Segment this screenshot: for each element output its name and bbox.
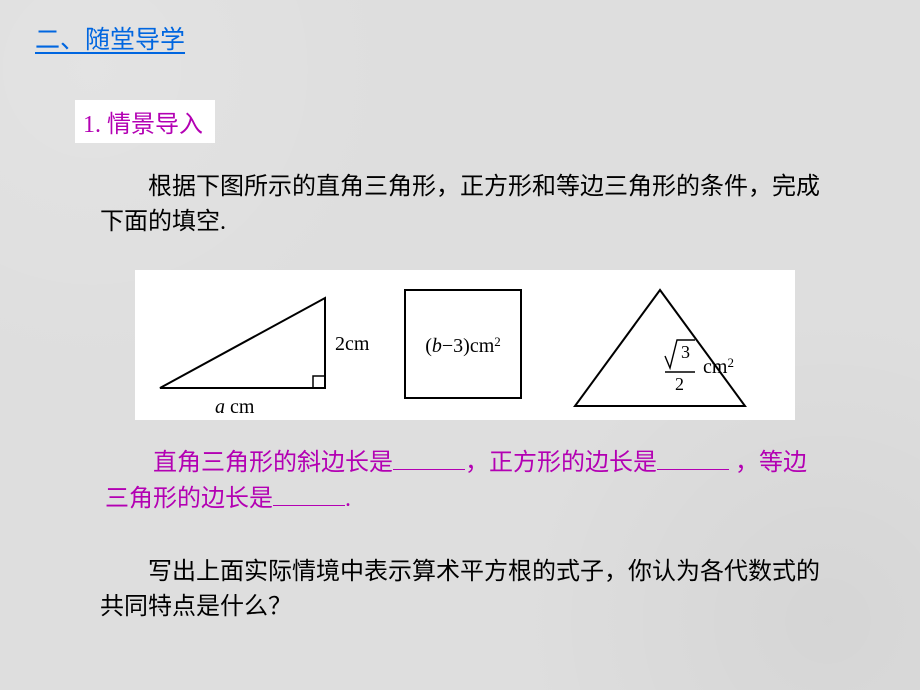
figure-right-triangle: 2cm a cm xyxy=(145,278,375,418)
triangle-base-label: a cm xyxy=(215,396,255,418)
svg-text:cm2: cm2 xyxy=(703,355,734,378)
intro-paragraph: 根据下图所示的直角三角形，正方形和等边三角形的条件，完成下面的填空. xyxy=(100,170,820,240)
fill-seg-2: ，正方形的边长是 xyxy=(465,450,657,476)
eq-triangle-svg: 3 2 cm2 xyxy=(565,278,785,418)
fill-blank-paragraph: 直角三角形的斜边长是，正方形的边长是 ，等边三角形的边长是. xyxy=(105,445,825,517)
svg-text:2: 2 xyxy=(675,374,684,394)
right-triangle-svg: 2cm a cm xyxy=(145,278,375,418)
blank-3 xyxy=(273,481,345,506)
question-paragraph: 写出上面实际情境中表示算术平方根的式子，你认为各代数式的共同特点是什么？ xyxy=(100,555,820,625)
subsection-heading: 1. 情景导入 xyxy=(75,100,215,143)
figure-strip: 2cm a cm (b−3)cm2 3 2 cm2 xyxy=(135,270,795,420)
fill-seg-4: . xyxy=(345,486,351,512)
blank-2 xyxy=(657,445,729,470)
section-heading: 二、随堂导学 xyxy=(35,20,185,56)
blank-1 xyxy=(393,445,465,470)
svg-text:3: 3 xyxy=(681,342,690,362)
eq-triangle-label: 3 2 cm2 xyxy=(665,340,734,394)
figure-square: (b−3)cm2 xyxy=(393,282,533,412)
fill-seg-1: 直角三角形的斜边长是 xyxy=(153,450,393,476)
figure-equilateral-triangle: 3 2 cm2 xyxy=(565,278,785,418)
triangle-vertical-label: 2cm xyxy=(335,333,370,355)
square-label: (b−3)cm2 xyxy=(425,334,501,357)
square-svg: (b−3)cm2 xyxy=(393,282,533,412)
